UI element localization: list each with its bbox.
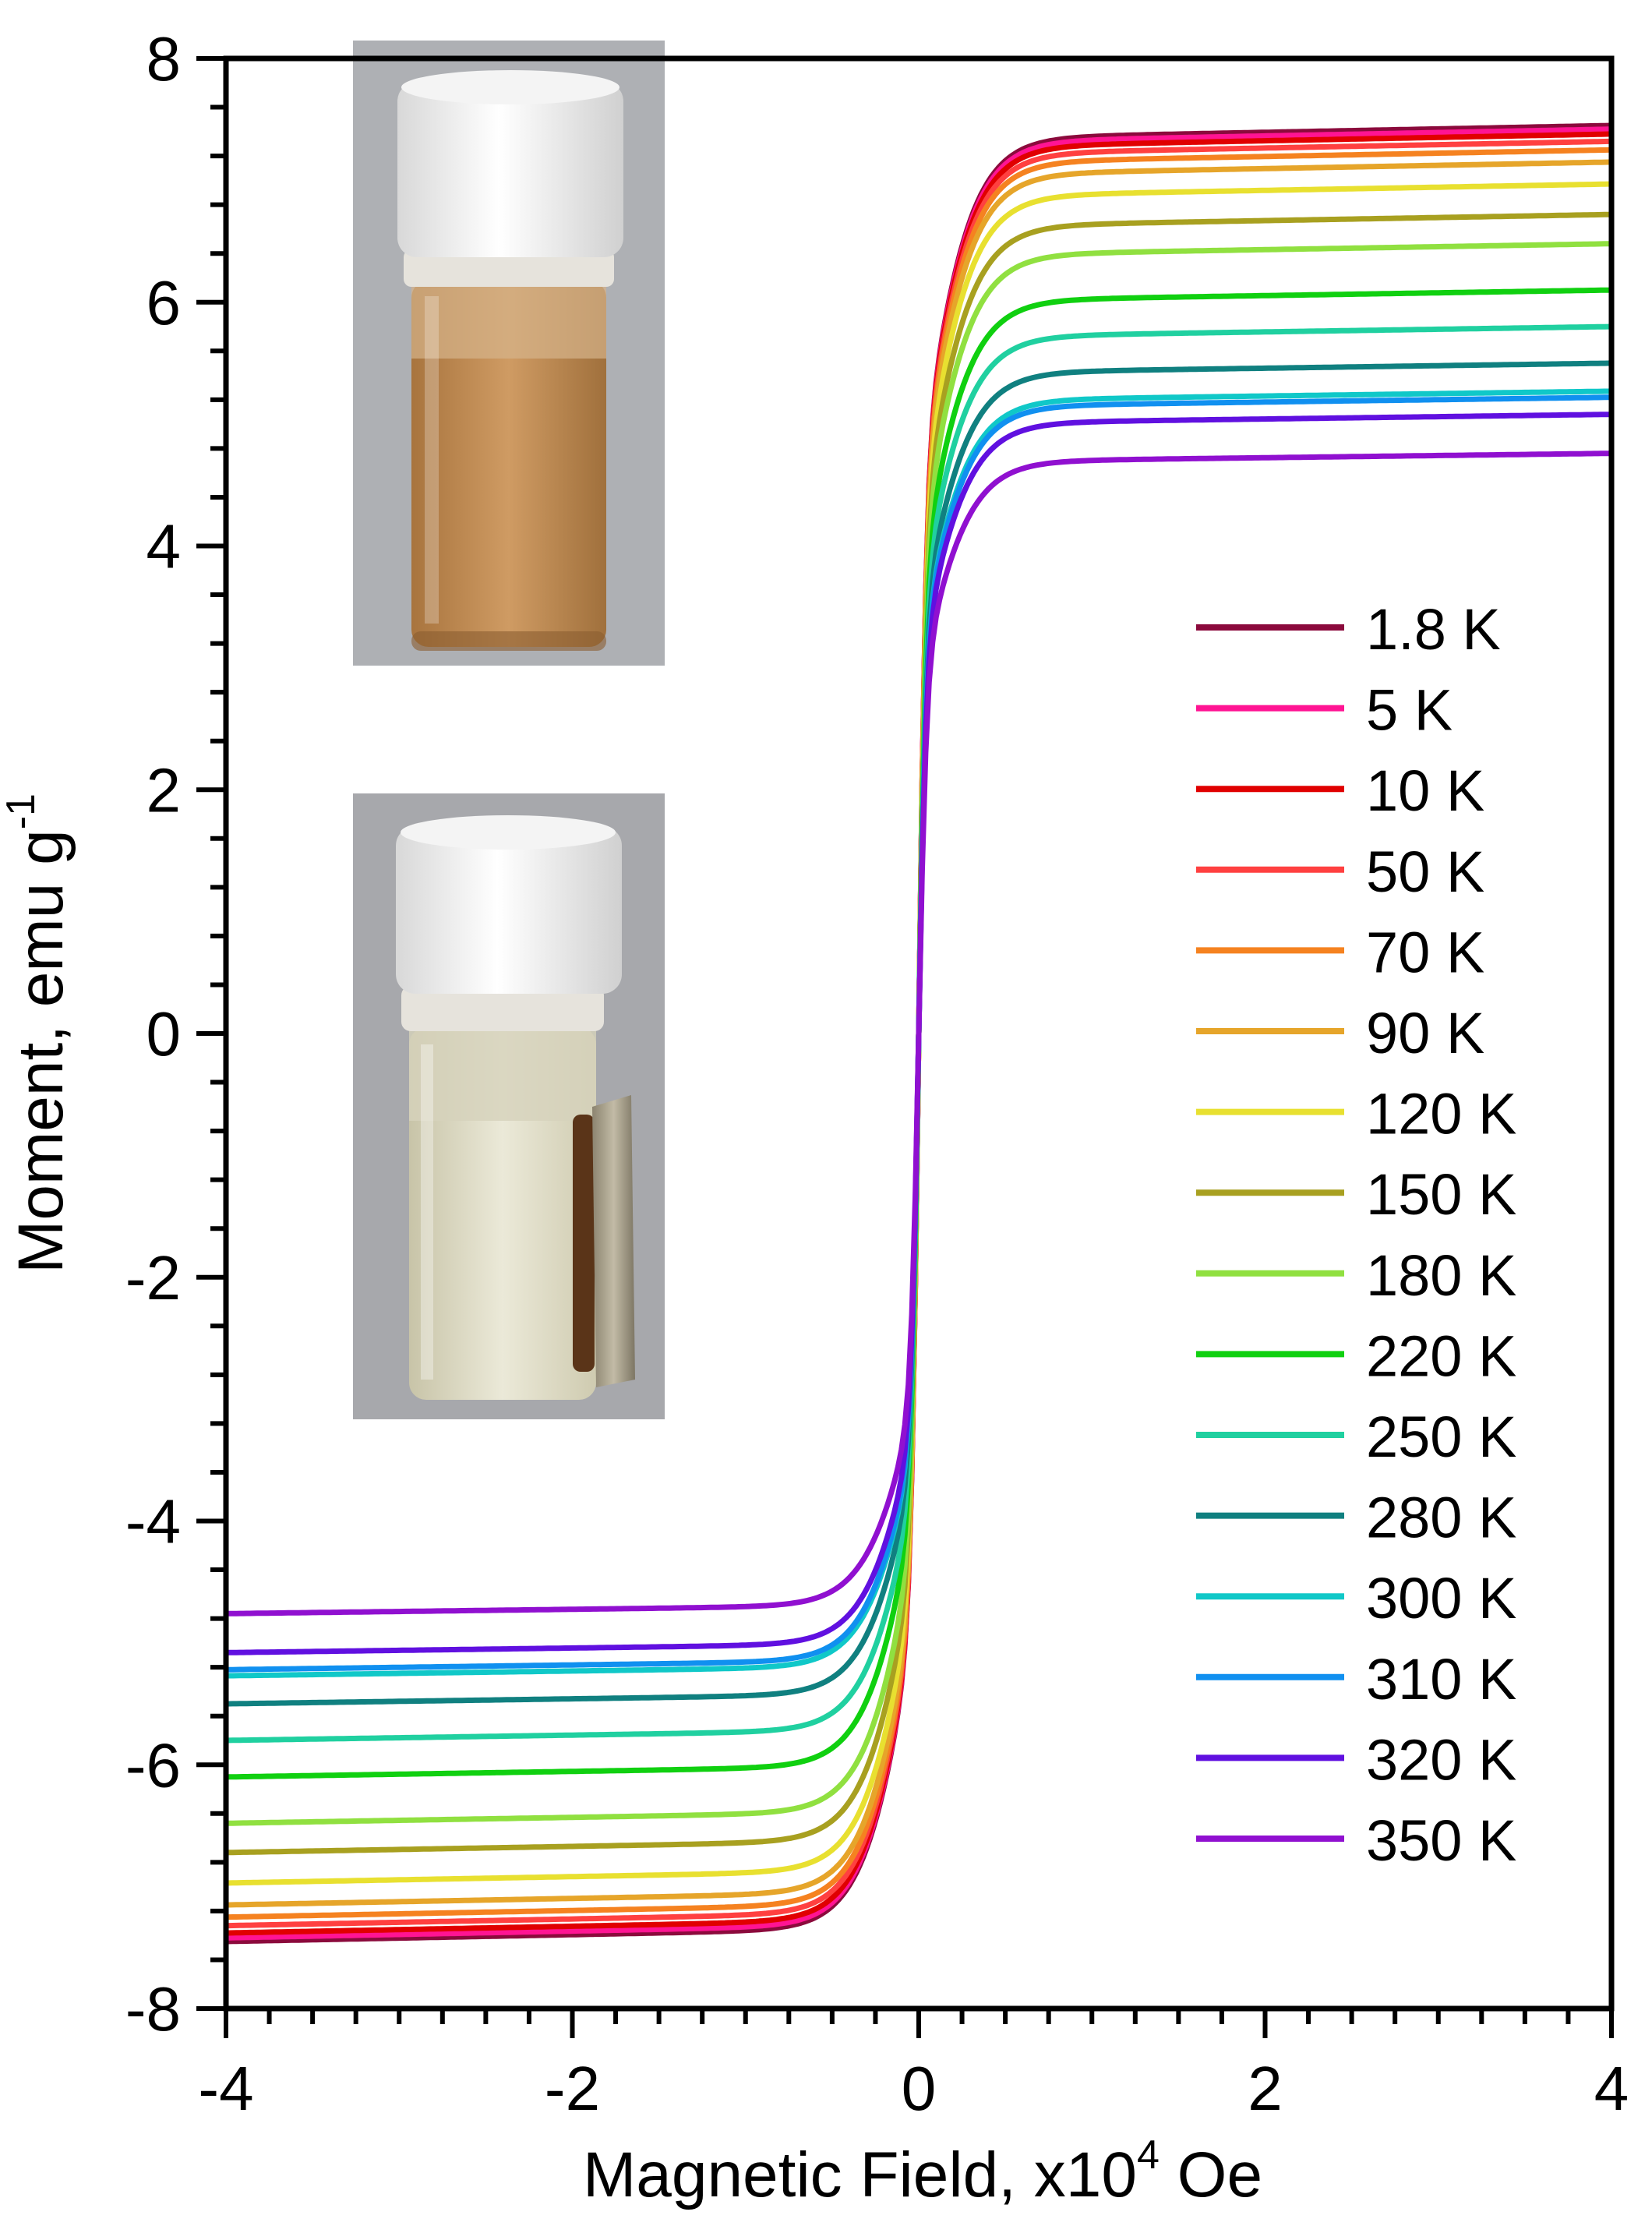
legend-label: 50 K xyxy=(1366,839,1484,904)
legend-label: 350 K xyxy=(1366,1808,1516,1873)
legend: 1.8 K 5 K 10 K 50 K 70 K 90 K 120 K 150 K 180 K 2… xyxy=(1196,597,1516,1873)
x-tick-label: 2 xyxy=(1248,2054,1283,2123)
legend-label: 150 K xyxy=(1366,1162,1516,1227)
legend-label: 70 K xyxy=(1366,920,1484,984)
legend-label: 1.8 K xyxy=(1366,597,1501,662)
y-axis-title: Moment, emu g-1 xyxy=(0,793,76,1274)
legend-label: 90 K xyxy=(1366,1001,1484,1065)
axis-tick-labels: -4 -2 0 2 4 -8 -6 -4 -2 0 2 4 6 8 xyxy=(125,24,1629,2123)
axis-ticks xyxy=(196,56,1614,2038)
x-axis-title: Magnetic Field, x104 Oe xyxy=(583,2132,1262,2210)
legend-label: 300 K xyxy=(1366,1566,1516,1631)
y-tick-label: -6 xyxy=(125,1730,181,1800)
legend-label: 280 K xyxy=(1366,1486,1516,1550)
legend-label: 5 K xyxy=(1366,678,1453,743)
inset-photo-brown-vial xyxy=(353,41,665,666)
y-tick-label: 4 xyxy=(146,512,182,581)
y-tick-label: -8 xyxy=(125,1974,181,2044)
y-tick-label: 6 xyxy=(146,268,182,337)
x-tick-label: -4 xyxy=(198,2054,253,2123)
y-tick-label: 2 xyxy=(146,755,182,825)
series-line-350-k xyxy=(226,450,1611,1616)
legend-label: 180 K xyxy=(1366,1243,1516,1308)
legend-label: 10 K xyxy=(1366,758,1484,823)
series-curves xyxy=(225,122,1612,1945)
y-tick-label: 8 xyxy=(146,24,182,94)
legend-label: 120 K xyxy=(1366,1082,1516,1147)
y-tick-label: -4 xyxy=(125,1487,181,1556)
x-tick-label: 0 xyxy=(902,2054,937,2123)
y-tick-label: -2 xyxy=(125,1243,181,1313)
legend-label: 320 K xyxy=(1366,1727,1516,1792)
legend-label: 250 K xyxy=(1366,1404,1516,1469)
x-tick-label: -2 xyxy=(545,2054,600,2123)
x-tick-label: 4 xyxy=(1594,2054,1629,2123)
y-tick-label: 0 xyxy=(146,999,182,1069)
inset-photo-clear-vial-magnet xyxy=(353,793,665,1419)
legend-label: 220 K xyxy=(1366,1323,1516,1388)
legend-label: 310 K xyxy=(1366,1647,1516,1712)
